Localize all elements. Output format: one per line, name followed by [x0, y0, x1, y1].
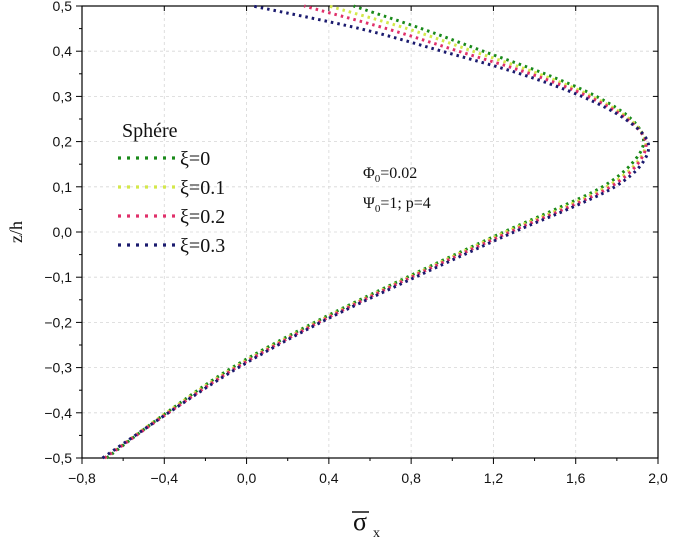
x-tick-label: 0,4: [319, 470, 339, 486]
annotation-psi-sub: 0: [375, 203, 381, 215]
y-tick-label: 0,4: [53, 43, 73, 59]
y-tick-label: 0,5: [53, 0, 73, 14]
y-tick-label: −0,1: [44, 269, 72, 285]
y-tick-label: −0,2: [44, 314, 72, 330]
grid-lines: [81, 5, 659, 459]
x-tick-label: 0,0: [237, 470, 257, 486]
x-tick-label: 1,6: [566, 470, 586, 486]
y-tick-label: 0,0: [53, 224, 73, 240]
annotation-phi-value: =0.02: [380, 165, 417, 182]
y-tick-label: −0,5: [44, 450, 72, 466]
annotation-line-1: Φ0=0.02: [363, 165, 417, 185]
y-tick-label: 0,2: [53, 134, 73, 150]
annotation-psi-value: =1; p=4: [380, 195, 431, 212]
y-tick-label: −0,3: [44, 360, 72, 376]
x-axis-title: σ x: [352, 507, 380, 541]
legend-label-1: ξ=0.1: [180, 177, 225, 199]
x-tick-label: −0,8: [68, 470, 96, 486]
x-axis-title-main: σ: [353, 507, 367, 536]
annotation-psi: Ψ: [363, 195, 375, 212]
annotation-phi-sub: 0: [375, 173, 381, 185]
y-tick-label: 0,1: [53, 179, 73, 195]
series-group: [101, 4, 651, 460]
series-line-3: [101, 4, 651, 460]
y-tick-label: 0,3: [53, 88, 73, 104]
legend: Sphére ξ=0 ξ=0.1 ξ=0.2 ξ=0.3: [118, 120, 225, 257]
legend-title: Sphére: [122, 120, 178, 142]
annotation-line-2: Ψ0=1; p=4: [363, 195, 431, 215]
legend-label-3: ξ=0.3: [180, 235, 225, 257]
x-axis-title-sub: x: [373, 526, 380, 541]
legend-label-0: ξ=0: [180, 148, 210, 170]
x-tick-label: 2,0: [648, 470, 668, 486]
x-tick-label: 0,8: [401, 470, 421, 486]
y-tick-label: −0,4: [44, 405, 72, 421]
axis-ticks: −0,8 −0,4 0,0 0,4 0,8 1,2 1,6 2,0 −0,5 −0,4 −0,3 −0…: [44, 0, 668, 486]
annotation: Φ0=0.02 Ψ0=1; p=4: [363, 165, 431, 215]
x-tick-label: 1,2: [484, 470, 504, 486]
legend-label-2: ξ=0.2: [180, 206, 225, 228]
annotation-phi: Φ: [363, 165, 375, 182]
x-tick-label: −0,4: [150, 470, 178, 486]
y-axis-title: z/h: [6, 221, 26, 243]
